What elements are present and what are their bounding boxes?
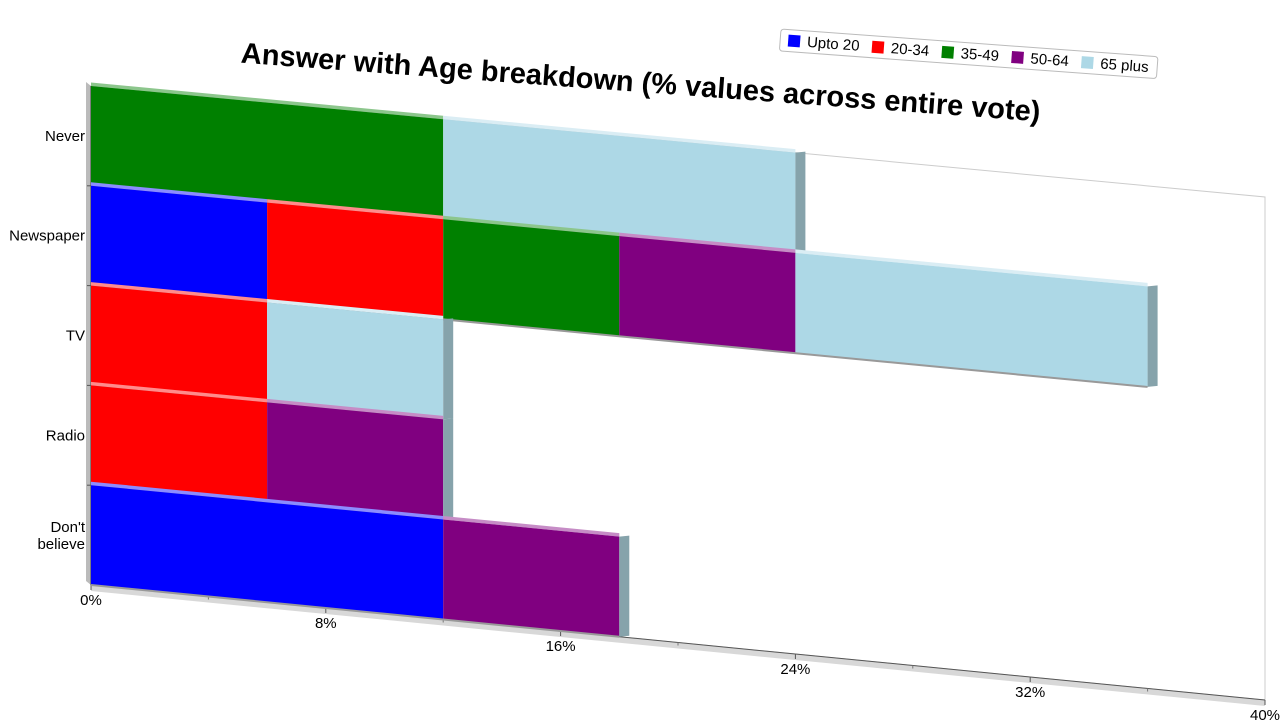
category-label: Never (45, 128, 85, 145)
bar-top-face (91, 381, 268, 403)
bar-top-face (267, 398, 444, 420)
bar-end-face (443, 318, 454, 420)
bar-top-face (267, 299, 444, 320)
legend-swatch (941, 45, 955, 59)
x-tick-label: 24% (780, 661, 810, 678)
bars (90, 82, 1158, 638)
x-tick-label: 0% (80, 592, 102, 609)
x-tick-label: 32% (1015, 684, 1045, 701)
bar-segment (267, 302, 444, 420)
x-tick-label: 16% (546, 638, 576, 655)
legend-label: 35-49 (960, 45, 1000, 65)
bar-segment (91, 385, 268, 503)
bar-segment (619, 236, 796, 354)
legend-box: Upto 20 20-34 35-49 50-64 65 plus (779, 28, 1159, 79)
category-label: Radio (46, 427, 85, 444)
legend-label: 65 plus (1100, 56, 1149, 76)
legend-swatch (787, 34, 801, 48)
legend-label: 50-64 (1030, 50, 1070, 70)
bar-segment (443, 219, 620, 337)
bar-segment (91, 86, 444, 220)
bar-end-face (619, 535, 630, 637)
axis-labels: Never Newspaper TV Radio Don't believe 0% 8% 16%… (9, 128, 1280, 724)
bar-top-face (443, 215, 620, 237)
bar-top-face (91, 481, 444, 520)
bar-segment (795, 252, 1148, 387)
bar-top-face (619, 232, 796, 253)
category-label: Don't believe (37, 519, 85, 553)
bar-top-face (267, 199, 444, 220)
bar-end-face (1147, 285, 1158, 387)
bar-top-face (91, 182, 268, 203)
bar-bottom-edge (90, 584, 620, 638)
bar-segment (91, 185, 268, 303)
bar-top-face (91, 282, 268, 303)
bar-segment (443, 119, 796, 253)
plot-left-wall (86, 82, 91, 585)
bar-segment (443, 519, 620, 637)
bar-top-face (795, 249, 1148, 287)
bar-segment (267, 202, 444, 320)
legend-swatch (1011, 50, 1024, 64)
bar-segment (267, 402, 444, 520)
legend-label: 20-34 (890, 40, 930, 60)
legend: Upto 20 20-34 35-49 50-64 65 plus (779, 28, 1159, 79)
bar-top-face (443, 115, 796, 153)
bar-top-face (443, 516, 620, 537)
bar-end-face (795, 151, 806, 253)
legend-swatch (1080, 56, 1094, 69)
bar-top-face (91, 82, 444, 120)
bar-segment (91, 485, 444, 620)
x-tick-label: 8% (315, 615, 337, 632)
legend-label: Upto 20 (806, 34, 860, 55)
legend-swatch (871, 40, 885, 54)
bar-end-face (443, 418, 454, 520)
category-label: TV (66, 328, 85, 345)
bar-segment (91, 285, 268, 403)
category-label: Newspaper (9, 228, 85, 245)
x-tick-label: 40% (1250, 707, 1280, 720)
